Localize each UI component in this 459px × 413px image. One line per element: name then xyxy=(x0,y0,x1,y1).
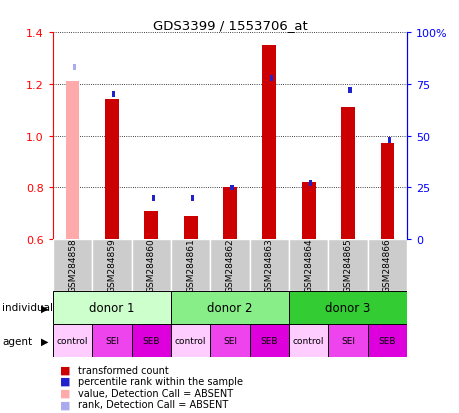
Bar xyxy=(341,108,354,240)
Bar xyxy=(105,100,118,240)
Text: SEB: SEB xyxy=(260,336,278,345)
Bar xyxy=(53,291,171,324)
Text: GSM284862: GSM284862 xyxy=(225,238,234,292)
Bar xyxy=(269,76,272,81)
Bar xyxy=(367,240,406,291)
Bar xyxy=(53,240,92,291)
Text: control: control xyxy=(57,336,88,345)
Text: GSM284858: GSM284858 xyxy=(68,238,77,293)
Text: GSM284860: GSM284860 xyxy=(146,238,156,293)
Text: GSM284865: GSM284865 xyxy=(343,238,352,293)
Bar xyxy=(262,46,276,240)
Text: SEI: SEI xyxy=(105,336,119,345)
Bar xyxy=(367,324,406,357)
Bar xyxy=(171,324,210,357)
Bar xyxy=(230,185,233,191)
Bar xyxy=(288,324,328,357)
Bar xyxy=(92,324,131,357)
Bar xyxy=(348,88,351,94)
Text: GSM284863: GSM284863 xyxy=(264,238,273,293)
Bar xyxy=(308,181,312,187)
Bar xyxy=(387,138,390,143)
Text: transformed count: transformed count xyxy=(78,365,168,375)
Text: control: control xyxy=(292,336,324,345)
Text: ■: ■ xyxy=(60,399,70,409)
Text: percentile rank within the sample: percentile rank within the sample xyxy=(78,376,243,386)
Text: control: control xyxy=(174,336,206,345)
Bar xyxy=(328,324,367,357)
Bar xyxy=(210,240,249,291)
Bar xyxy=(73,65,76,71)
Bar xyxy=(249,240,288,291)
Text: donor 3: donor 3 xyxy=(325,301,370,314)
Text: individual: individual xyxy=(2,303,53,313)
Title: GDS3399 / 1553706_at: GDS3399 / 1553706_at xyxy=(152,19,307,32)
Text: SEB: SEB xyxy=(378,336,395,345)
Text: ■: ■ xyxy=(60,388,70,398)
Text: donor 1: donor 1 xyxy=(89,301,134,314)
Bar xyxy=(301,183,315,240)
Text: value, Detection Call = ABSENT: value, Detection Call = ABSENT xyxy=(78,388,233,398)
Bar xyxy=(144,211,158,240)
Text: SEI: SEI xyxy=(223,336,236,345)
Bar xyxy=(66,82,79,240)
Text: ■: ■ xyxy=(60,365,70,375)
Text: ▶: ▶ xyxy=(41,303,49,313)
Bar xyxy=(288,291,406,324)
Text: agent: agent xyxy=(2,336,32,346)
Bar xyxy=(131,240,171,291)
Bar xyxy=(171,291,288,324)
Text: GSM284861: GSM284861 xyxy=(186,238,195,293)
Text: GSM284866: GSM284866 xyxy=(382,238,391,293)
Text: GSM284864: GSM284864 xyxy=(303,238,313,292)
Bar xyxy=(223,188,236,240)
Bar xyxy=(53,324,92,357)
Text: ■: ■ xyxy=(60,376,70,386)
Text: rank, Detection Call = ABSENT: rank, Detection Call = ABSENT xyxy=(78,399,228,409)
Text: SEB: SEB xyxy=(142,336,160,345)
Bar xyxy=(288,240,328,291)
Bar xyxy=(190,195,194,201)
Text: donor 2: donor 2 xyxy=(207,301,252,314)
Bar xyxy=(92,240,131,291)
Bar xyxy=(112,92,115,98)
Text: SEI: SEI xyxy=(340,336,354,345)
Bar xyxy=(183,216,197,240)
Text: GSM284859: GSM284859 xyxy=(107,238,116,293)
Bar xyxy=(249,324,288,357)
Bar xyxy=(210,324,249,357)
Text: ▶: ▶ xyxy=(41,336,49,346)
Bar xyxy=(171,240,210,291)
Bar xyxy=(328,240,367,291)
Bar xyxy=(380,144,393,240)
Bar xyxy=(131,324,171,357)
Bar xyxy=(151,195,155,201)
